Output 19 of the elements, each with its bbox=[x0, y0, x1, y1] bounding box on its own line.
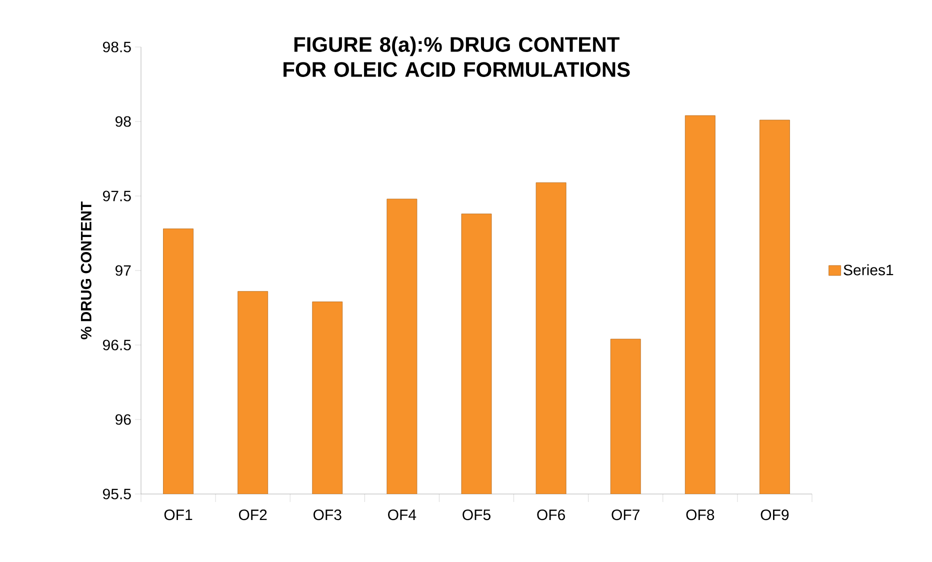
legend-label: Series1 bbox=[844, 264, 894, 276]
y-tick-label: 97.5 bbox=[102, 190, 131, 202]
x-tick-label: OF5 bbox=[462, 510, 490, 520]
x-tick-label: OF8 bbox=[686, 510, 714, 520]
chart-title: FIGURE 8(a):% DRUG CONTENT FOR OLEIC ACID FORMULATIONS bbox=[284, 36, 630, 77]
x-tick-label: OF4 bbox=[388, 510, 416, 520]
x-tick-label: OF9 bbox=[760, 510, 789, 520]
x-tick-label: OF3 bbox=[314, 510, 342, 520]
y-axis-title: % DRUG CONTENT bbox=[80, 202, 92, 340]
y-tick-label: 97 bbox=[116, 265, 131, 276]
x-tick-label: OF7 bbox=[612, 510, 640, 520]
y-tick-label: 95.5 bbox=[102, 488, 131, 500]
y-tick-label: 96 bbox=[116, 414, 131, 425]
y-tick-label: 98.5 bbox=[102, 42, 131, 52]
x-tick-label: OF1 bbox=[164, 510, 192, 520]
x-tick-label: OF2 bbox=[238, 510, 267, 520]
y-tick-label: 98 bbox=[116, 116, 131, 127]
y-tick-label: 96.5 bbox=[102, 340, 131, 350]
x-tick-label: OF6 bbox=[537, 510, 565, 520]
